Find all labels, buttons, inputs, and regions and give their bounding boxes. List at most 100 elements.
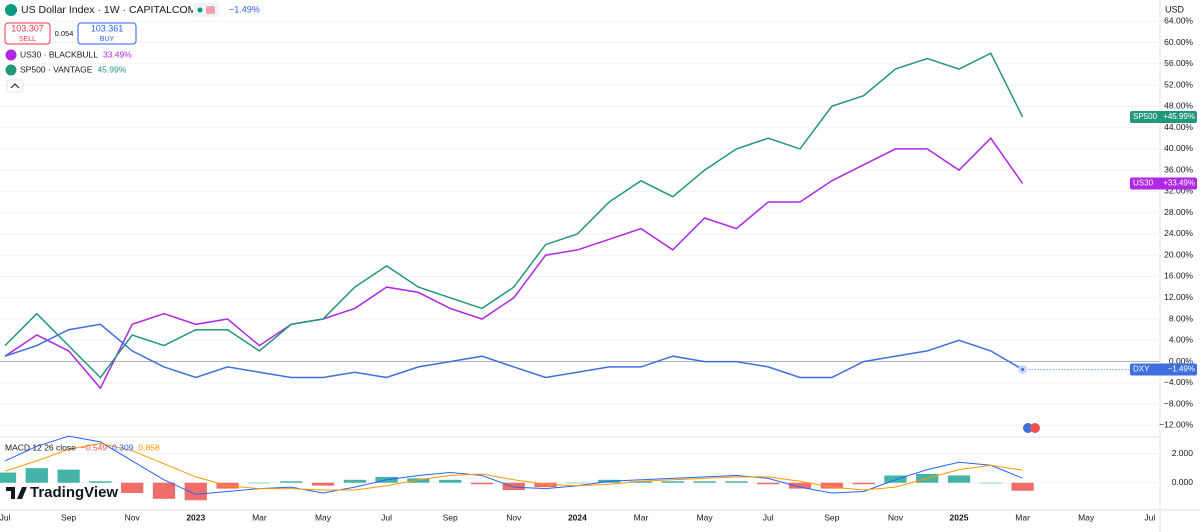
buy-button[interactable] (77, 22, 137, 45)
histogram-bar (439, 479, 462, 483)
histogram-bar (121, 482, 144, 493)
y-tick-label: 0.00% (1169, 356, 1194, 366)
y-tick-label: 12.00% (1164, 292, 1193, 302)
x-tick-label: 2023 (186, 512, 205, 522)
symbol-change: −1.49% (229, 4, 260, 14)
histogram-bar (629, 481, 653, 483)
histogram-bar (757, 482, 780, 485)
symbol-icon (5, 4, 17, 16)
y-tick-label: 44.00% (1164, 122, 1193, 132)
tag-name: US30 (1133, 179, 1154, 188)
x-tick-label: Mar (1015, 512, 1030, 522)
histogram-bar (248, 482, 271, 484)
histogram-bar (566, 482, 589, 484)
x-tick-label: Nov (506, 512, 522, 522)
last-value-tag (1130, 111, 1197, 124)
legend-name: US30 · BLACKBULL (20, 49, 98, 59)
x-tick-label: Jul (763, 512, 774, 522)
indicator-value: 0.309 (112, 442, 134, 452)
y-tick-label: 64.00% (1164, 16, 1193, 26)
tag-name: SP500 (1133, 112, 1158, 121)
collapse-icon (10, 83, 20, 89)
histogram-bar (1011, 482, 1034, 491)
collapse-button[interactable] (6, 79, 24, 93)
histogram-bar (407, 478, 430, 483)
histogram-bar (534, 482, 557, 488)
y-tick-label: 0.000 (1172, 477, 1194, 487)
tag-value: −1.49% (1168, 365, 1195, 374)
y-tick-label: −8.00% (1164, 398, 1194, 408)
y-tick-label: 2.000 (1172, 448, 1194, 458)
histogram-bar (979, 482, 1002, 484)
histogram-bar (0, 472, 17, 483)
y-tick-label: 48.00% (1164, 101, 1193, 111)
y-tick-label: 32.00% (1164, 186, 1193, 196)
x-tick-label: Mar (634, 512, 649, 522)
histogram-bar (470, 482, 494, 485)
legend-icon (5, 64, 17, 76)
histogram-bar (725, 481, 748, 483)
legend-icon (5, 49, 17, 61)
branding: TradingView (30, 484, 118, 501)
y-tick-label: −12.00% (1159, 420, 1193, 430)
series-line (4, 323, 1023, 379)
indicator-line (4, 435, 1023, 495)
x-tick-label: May (315, 512, 332, 522)
histogram-bar (89, 481, 112, 483)
sell-label: SELL (19, 36, 36, 43)
legend-value: 33.49% (103, 49, 132, 59)
y-tick-label: 8.00% (1169, 313, 1194, 323)
buy-price: 103.361 (91, 23, 124, 33)
indicator-title: MACD 12 26 close (5, 442, 76, 452)
x-tick-label: May (1078, 512, 1095, 522)
series-line (4, 52, 1024, 379)
histogram-bar (852, 482, 875, 485)
histogram-bar (947, 475, 971, 483)
y-tick-label: 56.00% (1164, 58, 1193, 68)
y-tick-label: 16.00% (1164, 271, 1193, 281)
tag-name: DXY (1133, 365, 1150, 374)
last-value-tag (1130, 363, 1197, 376)
histogram-bar (57, 469, 80, 483)
histogram-bar (184, 482, 207, 501)
x-tick-label: May (697, 512, 714, 522)
plot (0, 20, 1160, 501)
histogram-bar (661, 481, 684, 483)
spread: 0.054 (55, 29, 74, 38)
buy-label: BUY (100, 36, 115, 43)
y-tick-label: 40.00% (1164, 143, 1193, 153)
branding-logo (6, 487, 27, 499)
y-tick-label: 28.00% (1164, 207, 1193, 217)
sell-button[interactable] (4, 22, 51, 45)
x-tick-label: Sep (61, 512, 76, 522)
x-tick-label: Jul (0, 512, 11, 522)
sell-price: 103.307 (11, 23, 44, 33)
histogram-bar (788, 482, 812, 489)
currency: USD (1165, 4, 1185, 14)
tag-value: +33.49% (1163, 179, 1195, 188)
header: US Dollar Index · 1W · CAPITALCOM −1.49%… (4, 3, 1185, 501)
last-point (1018, 364, 1028, 374)
y-tick-label: −4.00% (1164, 377, 1194, 387)
histogram-bar (152, 482, 176, 499)
histogram-bar (693, 481, 716, 483)
histogram-bar (280, 481, 303, 483)
indicator-value: −0.549 (81, 442, 108, 452)
symbol-title: US Dollar Index · 1W · CAPITALCOM (21, 4, 196, 16)
x-tick-label: Jul (1144, 512, 1155, 522)
x-tick-label: Sep (443, 512, 458, 522)
histogram-bar (343, 479, 366, 483)
y-tick-label: 36.00% (1164, 164, 1193, 174)
event-flag (1023, 423, 1033, 433)
x-tick-label: 2025 (950, 512, 969, 522)
y-tick-label: 20.00% (1164, 249, 1193, 259)
y-tick-label: 60.00% (1164, 37, 1193, 47)
indicator-line (4, 442, 1023, 491)
y-tick-label: 52.00% (1164, 79, 1193, 89)
histogram-bar (311, 482, 335, 486)
event-flag (1030, 423, 1040, 433)
last-value-tag (1130, 177, 1197, 190)
x-tick-label: Mar (252, 512, 267, 522)
